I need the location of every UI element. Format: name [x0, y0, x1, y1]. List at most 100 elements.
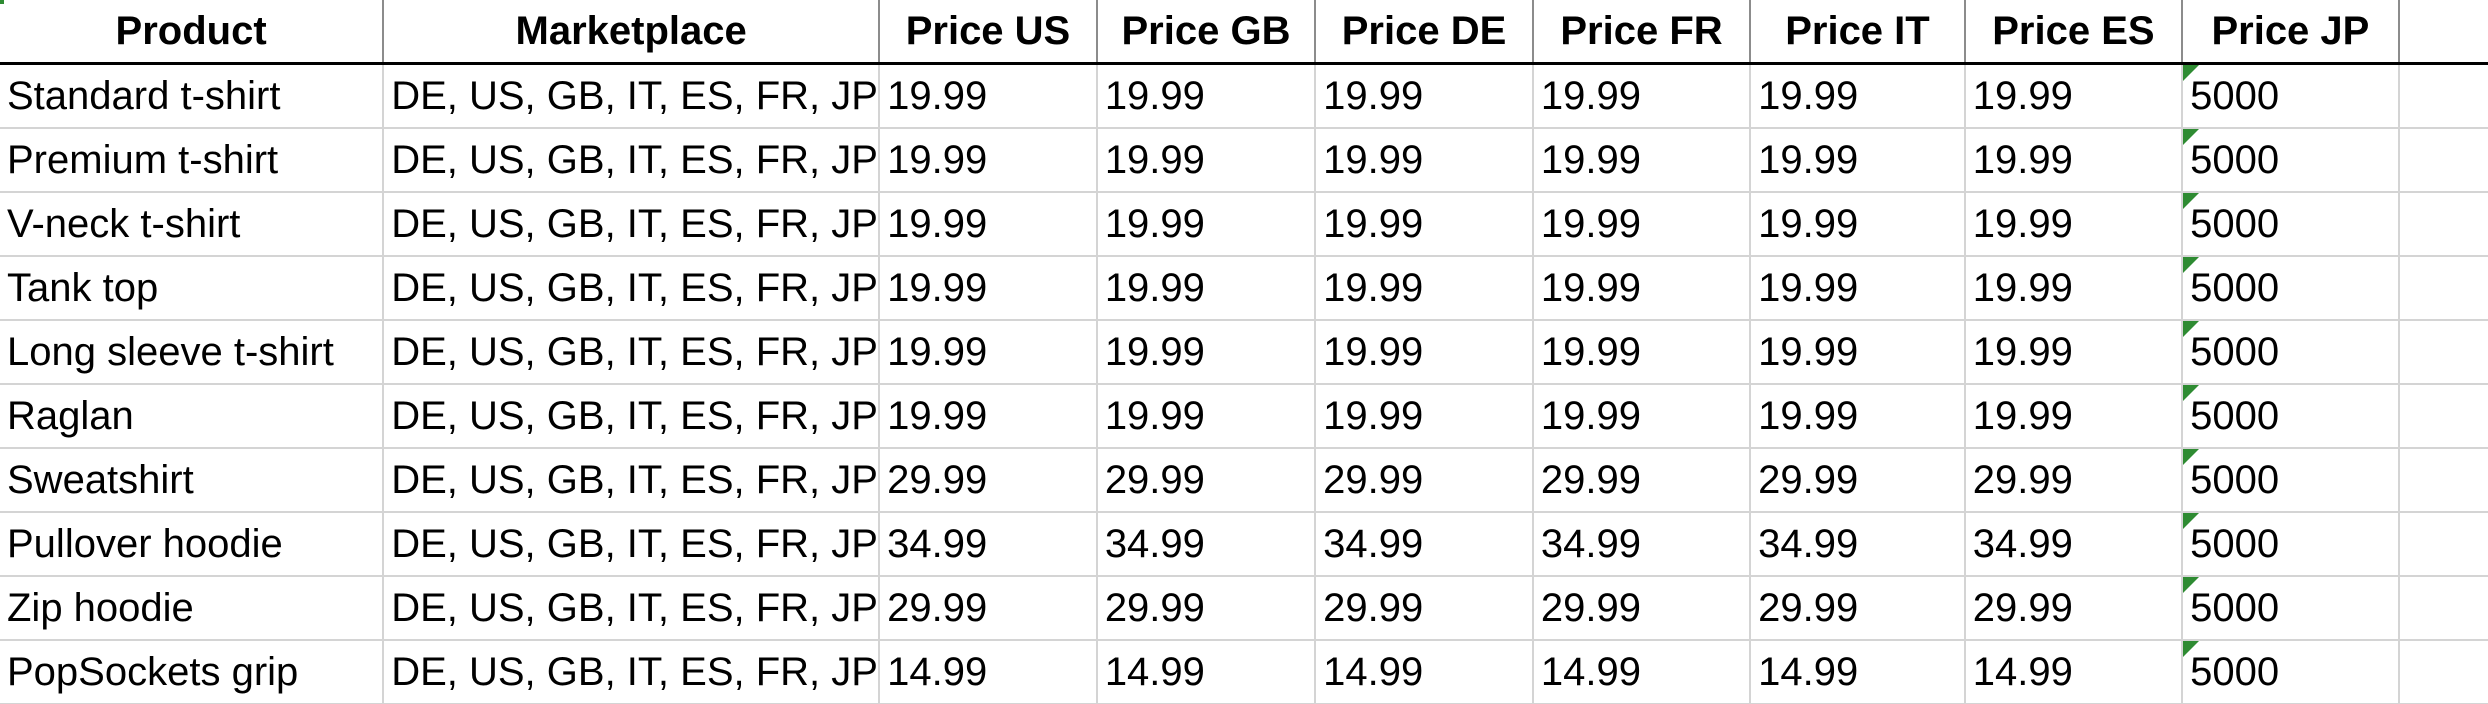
cell-price-it[interactable]: 19.99 — [1750, 384, 1966, 449]
column-header-price-de[interactable]: Price DE — [1315, 0, 1534, 65]
cell-price-jp[interactable]: 5000 — [2182, 448, 2400, 513]
empty-cell[interactable] — [2398, 192, 2488, 257]
error-indicator-icon[interactable] — [2183, 641, 2200, 657]
error-indicator-icon[interactable] — [2183, 449, 2200, 465]
cell-price-gb[interactable]: 14.99 — [1096, 640, 1317, 704]
error-indicator-icon[interactable] — [2183, 321, 2200, 337]
column-header-price-es[interactable]: Price ES — [1964, 0, 2184, 65]
error-indicator-icon[interactable] — [2183, 257, 2200, 273]
cell-price-jp[interactable]: 5000 — [2182, 512, 2400, 577]
cell-price-fr[interactable]: 29.99 — [1532, 576, 1752, 641]
cell-price-es[interactable]: 34.99 — [1964, 512, 2184, 577]
cell-price-de[interactable]: 34.99 — [1315, 512, 1534, 577]
cell-price-jp[interactable]: 5000 — [2182, 192, 2400, 257]
empty-cell[interactable] — [2398, 384, 2488, 449]
cell-price-fr[interactable]: 19.99 — [1532, 192, 1752, 257]
cell-price-us[interactable]: 19.99 — [879, 192, 1098, 257]
cell-price-us[interactable]: 19.99 — [879, 384, 1098, 449]
cell-product[interactable]: Tank top — [0, 256, 385, 321]
column-header-price-gb[interactable]: Price GB — [1096, 0, 1317, 65]
cell-price-de[interactable]: 19.99 — [1315, 128, 1534, 193]
cell-marketplace[interactable]: DE, US, GB, IT, ES, FR, JP — [383, 128, 881, 193]
cell-price-fr[interactable]: 19.99 — [1532, 320, 1752, 385]
cell-price-fr[interactable]: 34.99 — [1532, 512, 1752, 577]
cell-price-it[interactable]: 19.99 — [1750, 256, 1966, 321]
cell-marketplace[interactable]: DE, US, GB, IT, ES, FR, JP — [383, 256, 881, 321]
cell-product[interactable]: Premium t-shirt — [0, 128, 385, 193]
cell-price-it[interactable]: 29.99 — [1750, 448, 1966, 513]
cell-price-us[interactable]: 19.99 — [879, 320, 1098, 385]
column-header-price-fr[interactable]: Price FR — [1532, 0, 1752, 65]
error-indicator-icon[interactable] — [2183, 193, 2200, 209]
cell-price-us[interactable]: 34.99 — [879, 512, 1098, 577]
cell-price-fr[interactable]: 19.99 — [1532, 63, 1752, 129]
empty-cell[interactable] — [2398, 640, 2488, 704]
cell-price-es[interactable]: 19.99 — [1964, 128, 2184, 193]
empty-cell[interactable] — [2398, 320, 2488, 385]
cell-price-it[interactable]: 19.99 — [1750, 320, 1966, 385]
cell-price-es[interactable]: 19.99 — [1964, 320, 2184, 385]
cell-marketplace[interactable]: DE, US, GB, IT, ES, FR, JP — [383, 576, 881, 641]
cell-price-jp[interactable]: 5000 — [2182, 320, 2400, 385]
cell-product[interactable]: V-neck t-shirt — [0, 192, 385, 257]
cell-price-us[interactable]: 19.99 — [879, 128, 1098, 193]
cell-product[interactable]: Sweatshirt — [0, 448, 385, 513]
empty-cell[interactable] — [2398, 576, 2488, 641]
cell-price-it[interactable]: 34.99 — [1750, 512, 1966, 577]
empty-cell[interactable] — [2398, 128, 2488, 193]
cell-price-es[interactable]: 19.99 — [1964, 63, 2184, 129]
column-header-price-jp[interactable]: Price JP — [2182, 0, 2400, 65]
column-header-price-it[interactable]: Price IT — [1750, 0, 1966, 65]
cell-price-fr[interactable]: 19.99 — [1532, 128, 1752, 193]
cell-price-it[interactable]: 14.99 — [1750, 640, 1966, 704]
cell-price-it[interactable]: 19.99 — [1750, 128, 1966, 193]
cell-price-gb[interactable]: 19.99 — [1096, 128, 1317, 193]
error-indicator-icon[interactable] — [2183, 385, 2200, 401]
cell-price-gb[interactable]: 19.99 — [1096, 63, 1317, 129]
cell-price-es[interactable]: 19.99 — [1964, 256, 2184, 321]
column-header-price-us[interactable]: Price US — [879, 0, 1098, 65]
cell-price-es[interactable]: 29.99 — [1964, 576, 2184, 641]
cell-marketplace[interactable]: DE, US, GB, IT, ES, FR, JP — [383, 63, 881, 129]
cell-price-us[interactable]: 29.99 — [879, 576, 1098, 641]
cell-price-de[interactable]: 29.99 — [1315, 576, 1534, 641]
cell-price-gb[interactable]: 19.99 — [1096, 256, 1317, 321]
column-header-product[interactable]: Product — [0, 0, 385, 65]
error-indicator-icon[interactable] — [2183, 513, 2200, 529]
error-indicator-icon[interactable] — [2183, 577, 2200, 593]
cell-marketplace[interactable]: DE, US, GB, IT, ES, FR, JP — [383, 320, 881, 385]
cell-price-us[interactable]: 19.99 — [879, 63, 1098, 129]
cell-price-de[interactable]: 19.99 — [1315, 63, 1534, 129]
cell-product[interactable]: Pullover hoodie — [0, 512, 385, 577]
empty-cell[interactable] — [2398, 448, 2488, 513]
cell-price-fr[interactable]: 14.99 — [1532, 640, 1752, 704]
cell-price-jp[interactable]: 5000 — [2182, 576, 2400, 641]
cell-price-de[interactable]: 19.99 — [1315, 192, 1534, 257]
cell-price-fr[interactable]: 19.99 — [1532, 256, 1752, 321]
cell-price-it[interactable]: 19.99 — [1750, 63, 1966, 129]
cell-price-jp[interactable]: 5000 — [2182, 384, 2400, 449]
cell-product[interactable]: PopSockets grip — [0, 640, 385, 704]
error-indicator-icon[interactable] — [2183, 65, 2200, 81]
cell-price-us[interactable]: 29.99 — [879, 448, 1098, 513]
cell-price-de[interactable]: 29.99 — [1315, 448, 1534, 513]
cell-price-jp[interactable]: 5000 — [2182, 256, 2400, 321]
cell-price-de[interactable]: 19.99 — [1315, 320, 1534, 385]
column-header-marketplace[interactable]: Marketplace — [383, 0, 881, 65]
cell-price-jp[interactable]: 5000 — [2182, 128, 2400, 193]
cell-price-de[interactable]: 19.99 — [1315, 256, 1534, 321]
cell-price-gb[interactable]: 29.99 — [1096, 576, 1317, 641]
cell-price-us[interactable]: 19.99 — [879, 256, 1098, 321]
cell-marketplace[interactable]: DE, US, GB, IT, ES, FR, JP — [383, 448, 881, 513]
cell-product[interactable]: Zip hoodie — [0, 576, 385, 641]
cell-price-de[interactable]: 14.99 — [1315, 640, 1534, 704]
cell-price-de[interactable]: 19.99 — [1315, 384, 1534, 449]
cell-product[interactable]: Raglan — [0, 384, 385, 449]
cell-price-es[interactable]: 29.99 — [1964, 448, 2184, 513]
empty-cell[interactable] — [2398, 512, 2488, 577]
cell-price-gb[interactable]: 34.99 — [1096, 512, 1317, 577]
cell-price-fr[interactable]: 19.99 — [1532, 384, 1752, 449]
cell-price-gb[interactable]: 19.99 — [1096, 320, 1317, 385]
cell-price-gb[interactable]: 29.99 — [1096, 448, 1317, 513]
cell-price-es[interactable]: 19.99 — [1964, 384, 2184, 449]
